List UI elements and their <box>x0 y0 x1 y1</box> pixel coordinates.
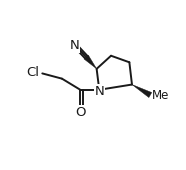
Polygon shape <box>84 55 97 69</box>
Text: Me: Me <box>152 89 170 102</box>
Text: O: O <box>75 106 86 119</box>
Text: N: N <box>94 85 104 98</box>
Polygon shape <box>132 84 152 98</box>
Text: Cl: Cl <box>26 66 39 79</box>
Text: N: N <box>70 39 79 52</box>
